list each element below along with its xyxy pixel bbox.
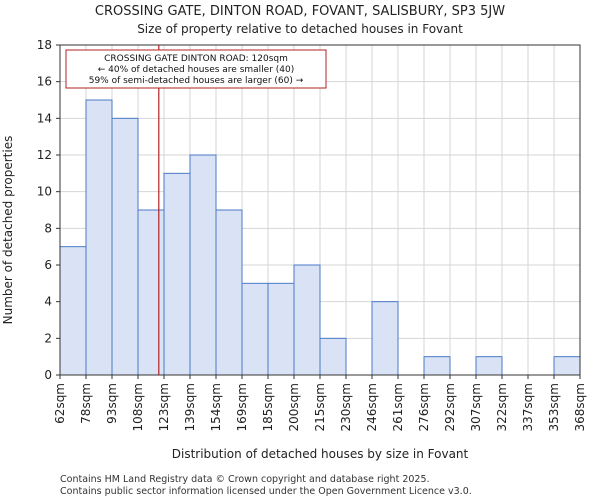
bar bbox=[189, 154, 217, 376]
y-tick-label: 10 bbox=[37, 185, 52, 199]
bar bbox=[241, 282, 269, 376]
chart-subtitle: Size of property relative to detached ho… bbox=[137, 22, 463, 36]
x-axis-ticks: 62sqm 78sqm 93sqm 108sqm 123sqm 139sqm 154sqm 1… bbox=[53, 375, 587, 431]
y-tick-label: 12 bbox=[37, 148, 52, 162]
y-axis-label: Number of detached properties bbox=[1, 136, 15, 325]
y-tick-label: 6 bbox=[44, 258, 52, 272]
x-tick-label: 139sqm bbox=[183, 383, 197, 431]
bar bbox=[475, 356, 503, 376]
x-tick-label: 246sqm bbox=[365, 383, 379, 431]
bars bbox=[59, 99, 581, 376]
annotation-line-2: ← 40% of detached houses are smaller (40… bbox=[98, 65, 295, 75]
x-tick-label: 169sqm bbox=[235, 383, 249, 431]
bar bbox=[59, 246, 87, 376]
x-tick-label: 307sqm bbox=[469, 383, 483, 431]
y-tick-label: 16 bbox=[37, 75, 52, 89]
x-tick-label: 200sqm bbox=[287, 383, 301, 431]
x-tick-label: 276sqm bbox=[417, 383, 431, 431]
x-tick-label: 230sqm bbox=[339, 383, 353, 431]
chart-title: CROSSING GATE, DINTON ROAD, FOVANT, SALI… bbox=[95, 4, 505, 19]
y-tick-label: 4 bbox=[44, 295, 52, 309]
bar bbox=[553, 356, 581, 376]
bar bbox=[423, 356, 451, 376]
x-tick-label: 154sqm bbox=[209, 383, 223, 431]
x-tick-label: 353sqm bbox=[547, 383, 561, 431]
annotation-frame bbox=[65, 49, 327, 89]
x-tick-label: 62sqm bbox=[53, 383, 67, 424]
x-tick-label: 215sqm bbox=[313, 383, 327, 431]
annotation-line-1: CROSSING GATE DINTON ROAD: 120sqm bbox=[104, 54, 288, 64]
bar bbox=[319, 337, 347, 376]
x-tick-label: 185sqm bbox=[261, 383, 275, 431]
x-tick-label: 78sqm bbox=[79, 383, 93, 424]
bar bbox=[163, 172, 191, 376]
bar bbox=[293, 264, 321, 376]
bar bbox=[111, 117, 139, 376]
annotation-box: CROSSING GATE DINTON ROAD: 120sqm ← 40% … bbox=[65, 49, 327, 89]
y-tick-label: 8 bbox=[44, 221, 52, 235]
x-tick-label: 93sqm bbox=[105, 383, 119, 424]
annotation-line-3: 59% of semi-detached houses are larger (… bbox=[89, 76, 304, 86]
y-axis-ticks: 0 2 4 6 8 10 12 14 16 18 bbox=[37, 38, 60, 382]
bar bbox=[371, 301, 399, 376]
bar bbox=[85, 99, 113, 376]
y-tick-label: 14 bbox=[37, 111, 52, 125]
y-tick-label: 18 bbox=[37, 38, 52, 52]
y-tick-label: 2 bbox=[44, 331, 52, 345]
x-tick-label: 337sqm bbox=[521, 383, 535, 431]
x-tick-label: 123sqm bbox=[157, 383, 171, 431]
footer-line-1: Contains HM Land Registry data © Crown c… bbox=[60, 474, 430, 485]
bar bbox=[137, 209, 165, 376]
bar bbox=[215, 209, 243, 376]
bar bbox=[267, 282, 295, 376]
y-tick-label: 0 bbox=[44, 368, 52, 382]
x-tick-label: 292sqm bbox=[443, 383, 457, 431]
x-tick-label: 261sqm bbox=[391, 383, 405, 431]
x-tick-label: 368sqm bbox=[573, 383, 587, 431]
x-tick-label: 108sqm bbox=[131, 383, 145, 431]
footer-line-2: Contains public sector information licen… bbox=[60, 486, 472, 497]
x-axis-label: Distribution of detached houses by size … bbox=[172, 447, 469, 461]
x-tick-label: 322sqm bbox=[495, 383, 509, 431]
